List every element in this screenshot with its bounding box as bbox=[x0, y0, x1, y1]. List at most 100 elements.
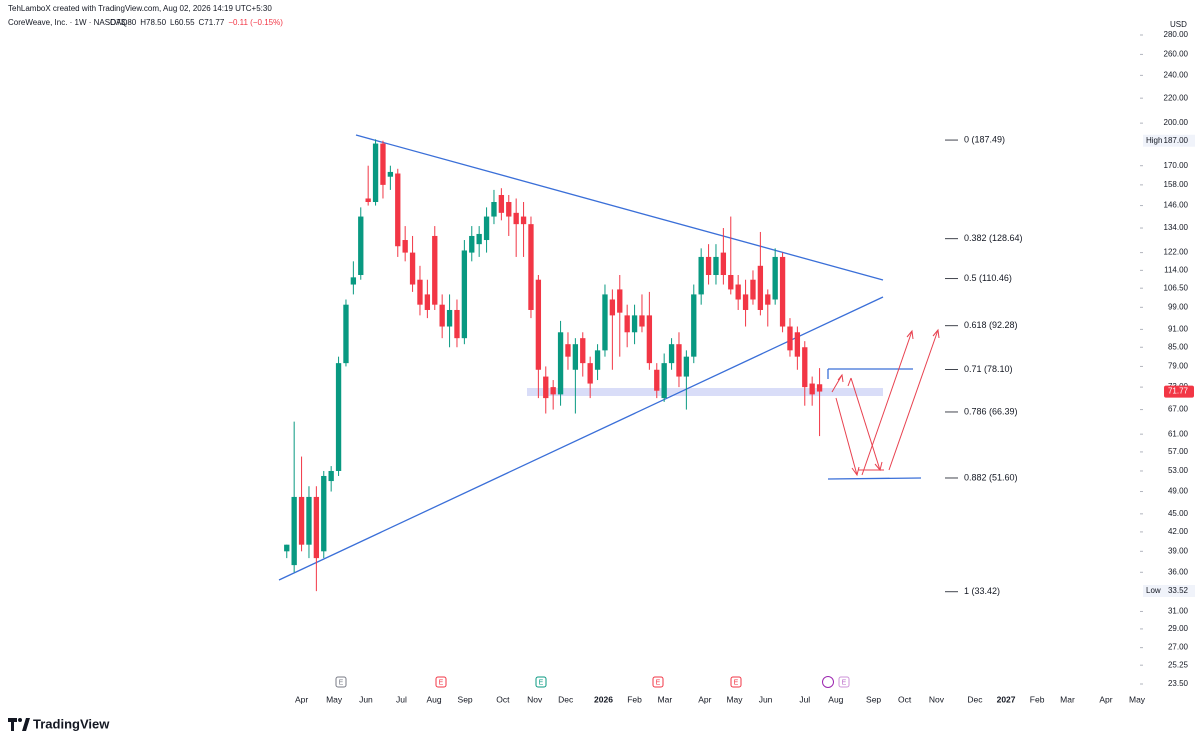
y-tick-label: 39.00 bbox=[1168, 546, 1189, 555]
arrow-head bbox=[837, 373, 844, 383]
arrow bbox=[888, 329, 939, 471]
candle-body bbox=[461, 250, 468, 339]
y-tick-label: 85.00 bbox=[1168, 342, 1189, 351]
brand-logo: TradingView bbox=[8, 716, 110, 731]
x-tick-label: Aug bbox=[426, 694, 441, 704]
projection-arrows bbox=[831, 328, 940, 477]
symbol: CoreWeave, Inc. · 1W · NASDAQ bbox=[8, 18, 127, 27]
x-tick-label: May bbox=[326, 694, 343, 704]
candle-body bbox=[698, 256, 704, 295]
candle-body bbox=[609, 299, 616, 316]
y-tick-label: 260.00 bbox=[1164, 50, 1189, 59]
candle-body bbox=[491, 201, 497, 217]
candle-body bbox=[794, 332, 801, 357]
last-price: 71.77 bbox=[1168, 387, 1189, 396]
candle-body bbox=[372, 143, 379, 202]
currency: USD bbox=[1170, 20, 1187, 29]
high-badge bbox=[1143, 134, 1195, 147]
legend-value: L60.55 bbox=[170, 18, 195, 27]
x-tick-label: Feb bbox=[1030, 694, 1045, 704]
fib-label: 0.618 (92.28) bbox=[964, 320, 1018, 330]
y-tick-label: 53.00 bbox=[1168, 466, 1189, 475]
candle-body bbox=[802, 347, 808, 388]
y-tick-label: 23.50 bbox=[1168, 679, 1189, 688]
y-tick-label: 170.00 bbox=[1164, 161, 1189, 170]
candle-body bbox=[750, 279, 756, 300]
fib-label: 0.5 (110.46) bbox=[964, 273, 1012, 283]
y-tick-label: 200.00 bbox=[1164, 118, 1189, 127]
x-tick-label: Sep bbox=[866, 694, 881, 704]
high-name: High bbox=[1146, 136, 1162, 145]
y-tick-label: 42.00 bbox=[1168, 527, 1189, 536]
candle-body bbox=[550, 387, 556, 395]
candle-body bbox=[380, 143, 386, 185]
fib-label: 0.786 (66.39) bbox=[964, 406, 1018, 416]
x-tick-label: Feb bbox=[627, 694, 642, 704]
y-tick-label: 67.00 bbox=[1168, 405, 1189, 414]
fib-label: 0.382 (128.64) bbox=[964, 233, 1023, 243]
y-tick-label: 280.00 bbox=[1164, 30, 1189, 39]
candle-body bbox=[661, 363, 667, 399]
x-tick-label: May bbox=[726, 694, 743, 704]
candle-body bbox=[587, 363, 593, 384]
candle-body bbox=[617, 289, 623, 313]
x-tick-label: Dec bbox=[967, 694, 983, 704]
earnings-label: E bbox=[339, 679, 344, 686]
candle-body bbox=[705, 256, 712, 276]
candle-body bbox=[313, 496, 320, 559]
y-tick-label: 29.00 bbox=[1168, 624, 1189, 633]
logo-mark bbox=[22, 718, 30, 731]
attribution: TehLamboX created with TradingView.com, … bbox=[8, 4, 272, 13]
upper-trendline bbox=[355, 134, 884, 281]
y-tick-label: 57.00 bbox=[1168, 447, 1189, 456]
x-tick-label: 2027 bbox=[997, 694, 1016, 704]
earnings-label: E bbox=[439, 679, 444, 686]
candle-body bbox=[639, 315, 645, 327]
candle-body bbox=[735, 284, 741, 300]
earnings-badge bbox=[435, 676, 447, 688]
candle-body bbox=[291, 496, 297, 566]
candle-body bbox=[513, 212, 519, 225]
candle-body bbox=[439, 304, 445, 327]
y-tick-label: 158.00 bbox=[1164, 180, 1189, 189]
candle-body bbox=[572, 344, 579, 370]
x-tick-label: 2026 bbox=[594, 694, 613, 704]
candle-body bbox=[402, 240, 408, 253]
x-tick-label: Jul bbox=[396, 694, 407, 704]
candle-body bbox=[424, 294, 431, 310]
y-tick-label: 99.00 bbox=[1168, 302, 1189, 311]
arrow bbox=[847, 377, 852, 387]
arrow bbox=[835, 397, 858, 476]
candle-body bbox=[535, 279, 542, 370]
logo-mark bbox=[18, 718, 22, 722]
brand: TradingView bbox=[33, 716, 110, 731]
candle-body bbox=[565, 344, 571, 357]
candle-body bbox=[343, 304, 349, 364]
low-value: 33.52 bbox=[1168, 586, 1189, 595]
candle-body bbox=[594, 350, 601, 370]
low-name: Low bbox=[1146, 586, 1161, 595]
candle-body bbox=[772, 256, 778, 300]
y-tick-label: 61.00 bbox=[1168, 429, 1189, 438]
arrow bbox=[861, 330, 913, 476]
candle-body bbox=[543, 376, 549, 399]
x-tick-label: Nov bbox=[929, 694, 945, 704]
y-tick-label: 114.00 bbox=[1164, 265, 1188, 274]
candle-body bbox=[498, 195, 505, 213]
legend-value: O73.80 bbox=[110, 18, 137, 27]
support-zone bbox=[527, 388, 883, 396]
candle-body bbox=[646, 315, 653, 364]
x-tick-label: Nov bbox=[527, 694, 543, 704]
y-tick-label: 91.00 bbox=[1168, 324, 1189, 333]
x-tick-label: Jun bbox=[359, 694, 373, 704]
y-tick-label: 31.00 bbox=[1168, 607, 1189, 616]
x-tick-label: Mar bbox=[658, 694, 673, 704]
earnings-badge bbox=[838, 676, 850, 688]
y-tick-label: 25.25 bbox=[1168, 660, 1189, 669]
arrow bbox=[850, 377, 881, 471]
candle-body bbox=[520, 216, 527, 225]
candle-body bbox=[580, 338, 586, 364]
logo-mark bbox=[8, 718, 17, 731]
candle-body bbox=[432, 235, 438, 305]
